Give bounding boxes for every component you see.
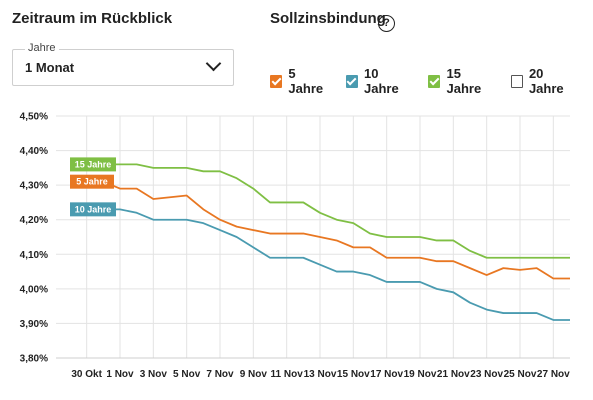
checkbox-10-jahre[interactable] <box>345 74 359 88</box>
help-icon[interactable]: ? <box>378 15 395 32</box>
y-tick-label: 4,50% <box>20 112 48 123</box>
checkmark-icon <box>346 75 357 85</box>
legend-label-5-jahre: 5 Jahre <box>288 66 324 96</box>
x-tick-label: 1 Nov <box>106 369 134 380</box>
x-tick-label: 11 Nov <box>271 369 304 380</box>
x-tick-label: 17 Nov <box>370 369 403 380</box>
legend-item-15-jahre[interactable]: 15 Jahre <box>428 66 496 96</box>
checkbox-20-jahre[interactable] <box>510 74 523 88</box>
x-tick-label: 21 Nov <box>437 369 470 380</box>
period-select-label: Jahre <box>25 42 59 54</box>
series-line-5-jahre <box>70 180 570 280</box>
series-tag-label-10-jahre: 10 Jahre <box>75 204 112 214</box>
series-tag-15-jahre <box>70 157 116 172</box>
checkbox-5-jahre[interactable] <box>270 74 283 88</box>
series-line-10-jahre <box>70 208 570 321</box>
period-select-value: 1 Monat <box>25 60 75 75</box>
x-tick-label: 13 Nov <box>304 369 337 380</box>
series-tag-10-jahre <box>70 202 116 217</box>
y-tick-label: 4,20% <box>20 215 48 226</box>
legend-label-10-jahre: 10 Jahre <box>364 66 399 96</box>
series-line-15-jahre <box>70 163 570 259</box>
series-tag-label-5-jahre: 5 Jahre <box>76 177 108 187</box>
checkmark-icon <box>429 75 440 85</box>
checkbox-15-jahre[interactable] <box>428 74 441 88</box>
y-tick-label: 3,80% <box>20 354 48 365</box>
legend-item-5-jahre[interactable]: 5 Jahre <box>270 66 332 96</box>
x-tick-label: 9 Nov <box>240 369 268 380</box>
x-tick-label: 7 Nov <box>206 369 234 380</box>
series-legend: 5 Jahre 10 Jahre 15 Jahre 20 Jahre <box>270 66 593 96</box>
interest-lock-title: Sollzinsbindung <box>270 10 386 27</box>
series-tag-5-jahre <box>70 174 114 189</box>
x-tick-label: 27 Nov <box>537 369 570 380</box>
x-tick-label: 15 Nov <box>337 369 370 380</box>
legend-item-10-jahre[interactable]: 10 Jahre <box>345 66 414 96</box>
series-tag-label-15-jahre: 15 Jahre <box>75 159 112 169</box>
period-select[interactable]: Jahre 1 Monat <box>12 42 234 86</box>
x-tick-label: 5 Nov <box>173 369 201 380</box>
y-tick-label: 4,40% <box>20 146 48 157</box>
x-tick-label: 19 Nov <box>404 369 437 380</box>
legend-label-15-jahre: 15 Jahre <box>446 66 482 96</box>
x-tick-label: 3 Nov <box>140 369 168 380</box>
period-title: Zeitraum im Rückblick <box>12 10 173 27</box>
interest-rate-chart: 3,80% 3,90% 4,00% 4,10% 4,20% 4,30% 4,40% 4,50%… <box>20 112 571 381</box>
x-tick-label: 25 Nov <box>504 369 537 380</box>
y-tick-label: 4,30% <box>20 181 48 192</box>
x-tick-label: 30 Okt <box>71 369 102 380</box>
legend-label-20-jahre: 20 Jahre <box>528 66 564 96</box>
checkmark-icon <box>271 75 282 85</box>
y-tick-label: 4,10% <box>20 250 48 261</box>
chevron-down-icon <box>205 55 222 72</box>
x-tick-label: 23 Nov <box>470 369 503 380</box>
legend-item-20-jahre[interactable]: 20 Jahre <box>510 66 579 96</box>
y-tick-label: 4,00% <box>20 284 48 295</box>
y-tick-label: 3,90% <box>20 319 48 330</box>
